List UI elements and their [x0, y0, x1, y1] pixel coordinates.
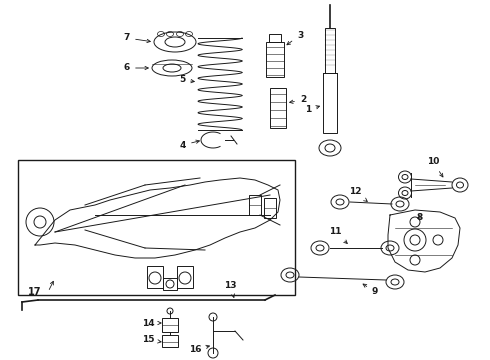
- Bar: [162, 318, 178, 332]
- Bar: [264, 198, 276, 218]
- Text: 11: 11: [329, 228, 347, 243]
- Bar: [163, 278, 177, 290]
- Text: 8: 8: [417, 212, 423, 221]
- Bar: [270, 88, 286, 128]
- Text: 2: 2: [290, 95, 306, 104]
- Text: 15: 15: [142, 336, 161, 345]
- Text: 17: 17: [28, 287, 42, 297]
- Bar: [177, 266, 193, 288]
- Text: 1: 1: [305, 105, 319, 114]
- Text: 13: 13: [224, 280, 236, 297]
- Text: 10: 10: [427, 158, 443, 177]
- Text: 14: 14: [142, 319, 161, 328]
- Bar: [266, 42, 284, 77]
- Bar: [18, 160, 295, 295]
- Bar: [269, 34, 281, 42]
- Bar: [147, 266, 163, 288]
- Text: 12: 12: [349, 188, 368, 202]
- Text: 7: 7: [124, 33, 150, 42]
- Text: 4: 4: [180, 140, 199, 149]
- Bar: [323, 73, 337, 133]
- Bar: [162, 335, 178, 347]
- Text: 9: 9: [363, 284, 378, 297]
- Text: 5: 5: [179, 76, 195, 85]
- Bar: [325, 28, 335, 73]
- Text: 3: 3: [287, 31, 303, 45]
- Bar: [249, 195, 261, 215]
- Text: 6: 6: [124, 63, 148, 72]
- Text: 16: 16: [189, 345, 209, 355]
